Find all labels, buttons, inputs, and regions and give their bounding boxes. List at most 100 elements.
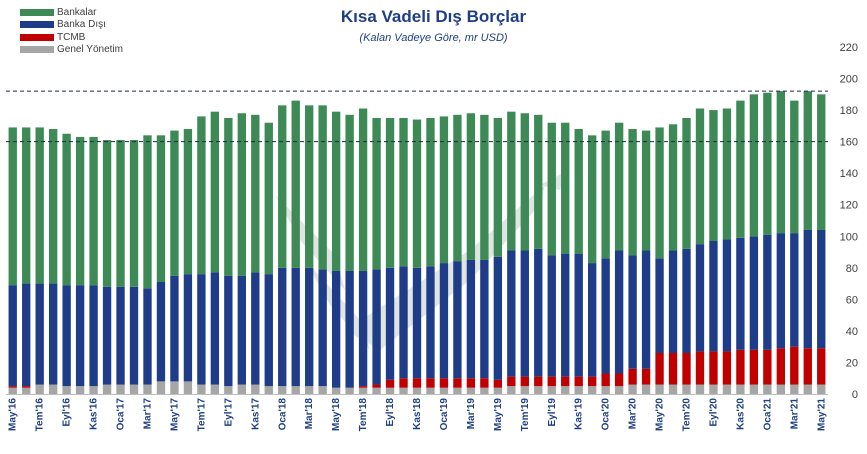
bar-banka-d--57 (776, 233, 786, 349)
bar-bankalar-17 (237, 113, 246, 276)
bar-tcmb-36 (493, 379, 503, 388)
y-tick-label: 20 (846, 357, 858, 369)
bar-layer (8, 91, 826, 394)
bar-bankalar-6 (89, 136, 98, 286)
bar-tcmb-33 (453, 378, 462, 388)
bar-tcmb-31 (426, 378, 435, 388)
y-tick-label: 220 (840, 42, 858, 54)
bar-tcmb-50 (682, 352, 691, 385)
legend-item-genel-yonetim: Genel Yönetim (20, 44, 123, 57)
bar-banka-d--23 (318, 269, 327, 387)
bar-genel-y-netim-2 (35, 384, 44, 394)
bar-banka-d--9 (129, 286, 139, 385)
bar-banka-d--10 (143, 288, 152, 385)
bar-banka-d--24 (331, 270, 341, 388)
bar-banka-d--38 (520, 250, 529, 377)
bar-bankalar-52 (709, 110, 718, 241)
bar-tcmb-46 (628, 368, 637, 385)
legend-label-tcmb: TCMB (57, 31, 86, 43)
bar-genel-y-netim-52 (709, 384, 718, 394)
bar-bankalar-58 (790, 100, 799, 234)
x-tick-label: May'21 (816, 398, 827, 431)
x-tick-label: May'16 (8, 398, 19, 431)
x-tick-label: Oca'18 (277, 398, 288, 431)
x-tick-label: Eyl'20 (708, 398, 719, 427)
legend-swatch-bankalar (20, 8, 54, 16)
bar-banka-d--48 (655, 258, 664, 353)
y-tick-label: 140 (840, 168, 858, 180)
bar-genel-y-netim-44 (601, 386, 610, 394)
bar-genel-y-netim-3 (48, 384, 58, 394)
x-tick-label: Oca'20 (601, 398, 612, 431)
bar-banka-d--51 (695, 244, 705, 352)
bar-tcmb-51 (695, 351, 705, 385)
bar-genel-y-netim-15 (210, 384, 220, 394)
bar-tcmb-53 (722, 351, 732, 385)
bar-genel-y-netim-37 (507, 386, 516, 394)
legend-swatch-genel-yonetim (20, 46, 54, 54)
bar-bankalar-10 (143, 135, 152, 289)
bar-banka-d--34 (466, 259, 476, 379)
bar-bankalar-56 (763, 92, 772, 235)
bar-genel-y-netim-30 (412, 387, 422, 394)
bar-bankalar-59 (803, 91, 812, 230)
y-tick-label: 160 (840, 137, 858, 149)
bar-banka-d--33 (453, 261, 462, 379)
bar-bankalar-26 (358, 108, 368, 271)
bar-genel-y-netim-59 (803, 384, 812, 394)
bar-tcmb-0 (8, 386, 17, 388)
x-tick-label: Eyl'16 (62, 398, 73, 427)
bar-banka-d--17 (237, 275, 246, 385)
bar-banka-d--31 (426, 266, 435, 379)
bar-bankalar-60 (817, 94, 826, 230)
y-tick-label: 180 (840, 105, 858, 117)
x-tick-label: Mar'20 (628, 398, 639, 430)
bar-banka-d--11 (156, 282, 166, 382)
bar-bankalar-12 (170, 130, 179, 276)
bar-genel-y-netim-41 (561, 386, 570, 394)
bar-bankalar-25 (345, 114, 354, 271)
bar-bankalar-35 (480, 114, 489, 260)
reference-lines (6, 90, 828, 143)
bar-bankalar-33 (453, 114, 462, 262)
bar-bankalar-51 (695, 108, 705, 245)
bar-bankalar-28 (385, 117, 395, 268)
bar-genel-y-netim-60 (817, 384, 826, 394)
bar-bankalar-30 (412, 119, 422, 268)
legend-label-genel-yonetim: Genel Yönetim (57, 44, 123, 56)
bar-bankalar-1 (22, 127, 31, 284)
bar-banka-d--12 (170, 275, 179, 382)
x-tick-label: Eyl'19 (547, 398, 558, 427)
x-tick-label: Tem'20 (682, 398, 693, 432)
y-tick-label: 60 (846, 294, 858, 306)
bar-tcmb-39 (534, 376, 543, 387)
bar-bankalar-7 (102, 140, 112, 287)
bar-tcmb-38 (520, 376, 529, 387)
bar-bankalar-23 (318, 105, 327, 270)
bar-banka-d--56 (763, 234, 772, 350)
bar-bankalar-31 (426, 117, 435, 267)
bar-banka-d--46 (628, 255, 637, 369)
bar-banka-d--8 (116, 286, 125, 385)
bar-bankalar-5 (75, 136, 85, 286)
x-tick-label: Mar'17 (142, 398, 153, 430)
bar-genel-y-netim-31 (426, 387, 435, 394)
bar-banka-d--36 (493, 256, 503, 380)
bar-tcmb-57 (776, 348, 786, 385)
bar-genel-y-netim-9 (129, 384, 139, 394)
x-tick-label: Kas'17 (250, 398, 261, 430)
bar-bankalar-55 (749, 94, 759, 237)
bar-tcmb-1 (22, 386, 31, 388)
bar-genel-y-netim-27 (372, 387, 381, 394)
bar-tcmb-56 (763, 349, 772, 385)
bar-bankalar-44 (601, 130, 610, 259)
bar-genel-y-netim-46 (628, 384, 637, 394)
bar-genel-y-netim-17 (237, 384, 246, 394)
bar-genel-y-netim-50 (682, 384, 691, 394)
bar-genel-y-netim-20 (278, 386, 287, 394)
bar-banka-d--50 (682, 248, 691, 353)
bar-banka-d--28 (385, 267, 395, 380)
bar-genel-y-netim-47 (641, 384, 651, 394)
bar-banka-d--26 (358, 270, 368, 387)
bar-genel-y-netim-11 (156, 381, 166, 394)
